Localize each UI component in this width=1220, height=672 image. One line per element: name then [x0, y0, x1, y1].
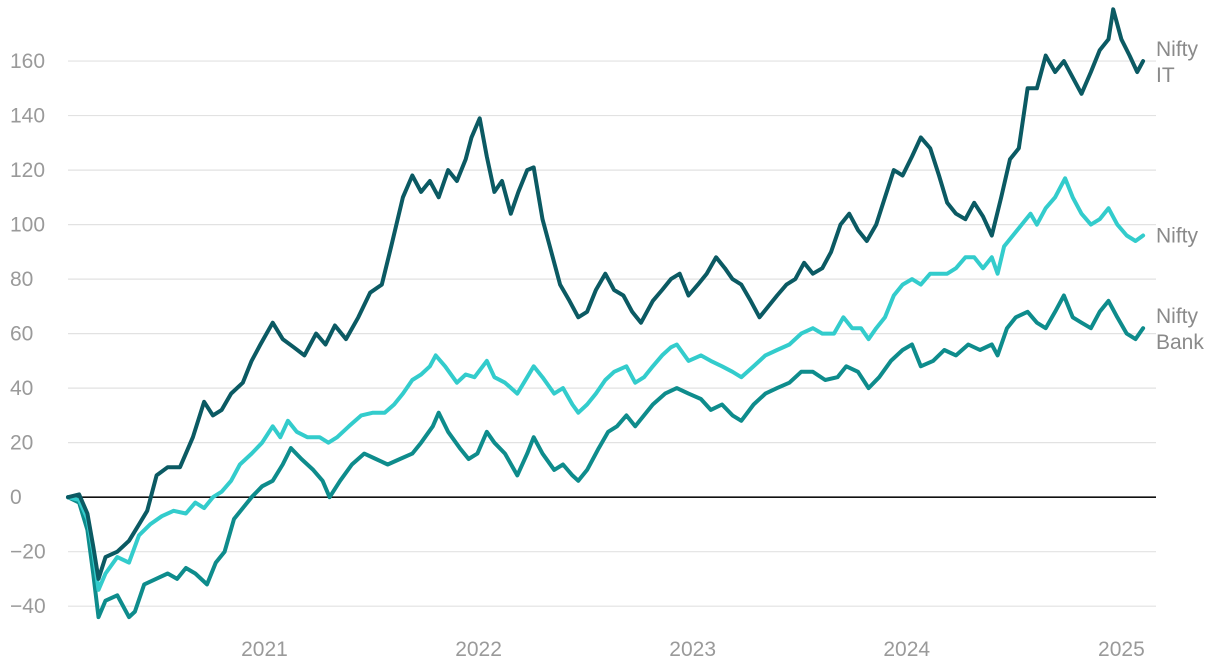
x-tick-label: 2023	[669, 638, 716, 661]
series-line-nifty-it	[66, 7, 1146, 581]
series-label: Nifty	[1156, 225, 1199, 248]
y-tick-label: 40	[10, 377, 33, 400]
y-tick-label: 20	[10, 432, 33, 455]
x-axis-ticks: 2021 2022 2023 2024 2025	[241, 638, 1145, 661]
x-tick-label: 2022	[455, 638, 502, 661]
y-tick-label: 80	[10, 268, 33, 291]
series-label: Nifty	[1156, 38, 1199, 61]
series-line-nifty	[66, 176, 1146, 592]
series-label: Nifty	[1156, 305, 1199, 328]
y-tick-label: 100	[10, 214, 45, 237]
x-tick-label: 2025	[1098, 638, 1145, 661]
y-tick-label: −40	[10, 595, 46, 618]
series-lines	[66, 7, 1146, 620]
y-axis-ticks: −40 −20 0 20 40 60 80 100 120 140 160	[10, 50, 46, 618]
x-tick-label: 2024	[883, 638, 930, 661]
series-line-nifty-bank	[66, 293, 1146, 620]
y-tick-label: 140	[10, 105, 45, 128]
series-label: IT	[1156, 64, 1175, 87]
y-tick-label: 60	[10, 323, 33, 346]
series-labels: Nifty IT Nifty Nifty Bank	[1156, 38, 1204, 354]
y-tick-label: 120	[10, 159, 45, 182]
series-label: Bank	[1156, 331, 1204, 354]
y-tick-label: 0	[10, 486, 22, 509]
x-tick-label: 2021	[241, 638, 288, 661]
y-tick-label: −20	[10, 541, 46, 564]
y-tick-label: 160	[10, 50, 45, 73]
